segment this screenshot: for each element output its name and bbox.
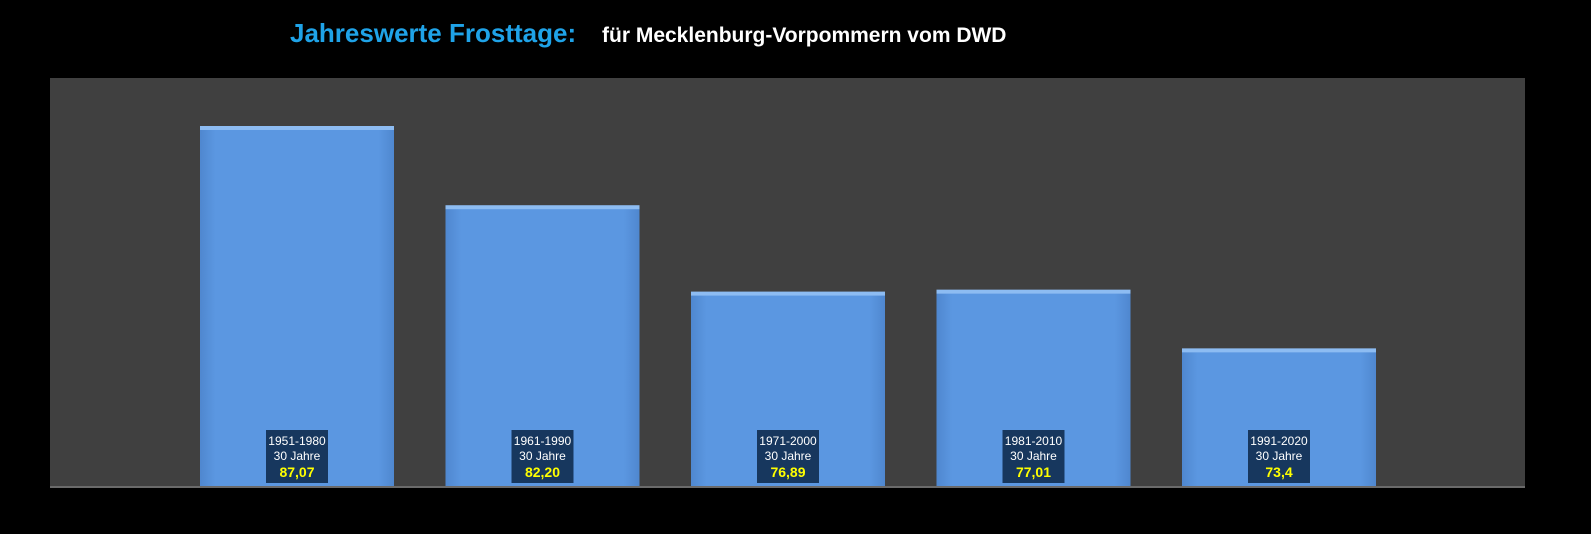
category-label: 1961-1990 bbox=[514, 434, 572, 448]
chart-title-main: Jahreswerte Frosttage: bbox=[290, 18, 577, 48]
value-label: 87,07 bbox=[279, 464, 314, 480]
data-label-box bbox=[511, 430, 574, 483]
category-label: 1971-2000 bbox=[759, 434, 817, 448]
value-label: 76,89 bbox=[770, 464, 805, 480]
category-label: 1991-2020 bbox=[1250, 434, 1308, 448]
value-label: 82,20 bbox=[525, 464, 560, 480]
data-label-box bbox=[1002, 430, 1065, 483]
bar-top-highlight bbox=[1182, 348, 1376, 353]
chart-title-sub: für Mecklenburg-Vorpommern vom DWD bbox=[602, 24, 1007, 47]
period-label: 30 Jahre bbox=[1256, 449, 1303, 463]
period-label: 30 Jahre bbox=[1010, 449, 1057, 463]
data-label-box bbox=[266, 430, 328, 483]
period-label: 30 Jahre bbox=[765, 449, 812, 463]
period-label: 30 Jahre bbox=[274, 449, 321, 463]
period-label: 30 Jahre bbox=[519, 449, 566, 463]
chart-title: Jahreswerte Frosttage: für Mecklenburg-V… bbox=[0, 18, 1591, 58]
category-label: 1951-1980 bbox=[268, 434, 326, 448]
bar-top-highlight bbox=[691, 291, 885, 296]
data-label-box bbox=[1248, 430, 1310, 483]
bar-top-highlight bbox=[936, 289, 1131, 294]
data-label-box bbox=[757, 430, 819, 483]
bar-1951-1980 bbox=[200, 127, 394, 486]
value-label: 73,4 bbox=[1265, 464, 1292, 480]
category-label: 1981-2010 bbox=[1005, 434, 1063, 448]
bar-top-highlight bbox=[200, 126, 394, 130]
value-label: 77,01 bbox=[1016, 464, 1051, 480]
bar-top-highlight bbox=[445, 205, 640, 210]
